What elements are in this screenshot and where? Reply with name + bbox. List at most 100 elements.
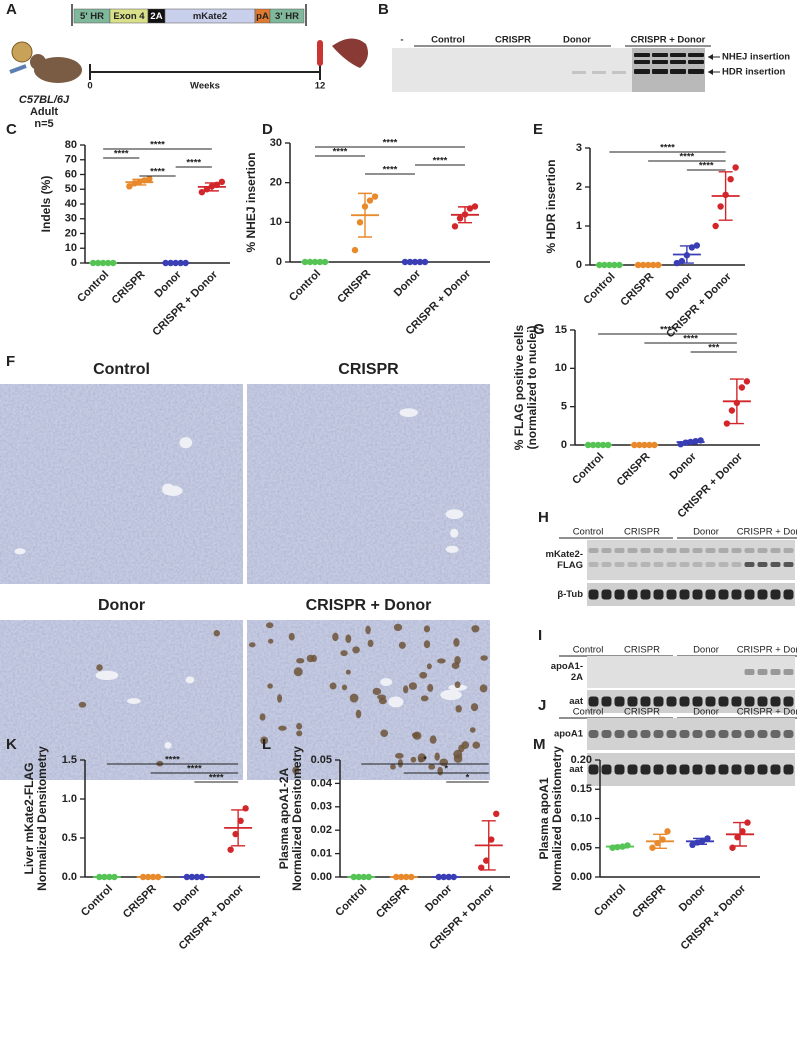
stained-cell bbox=[458, 744, 465, 753]
stained-cell bbox=[410, 756, 417, 763]
blot-band bbox=[653, 764, 664, 775]
panel-letter: K bbox=[6, 736, 17, 753]
blot-band bbox=[614, 696, 625, 707]
stained-cell bbox=[296, 658, 305, 664]
y-tick-label: 10 bbox=[555, 362, 567, 374]
data-point bbox=[177, 259, 184, 267]
data-point bbox=[704, 835, 711, 842]
panel-letter: D bbox=[262, 121, 273, 138]
data-point bbox=[360, 873, 367, 881]
data-point bbox=[616, 261, 623, 269]
significance-label: **** bbox=[699, 161, 714, 172]
data-point bbox=[712, 222, 719, 230]
x-tick-label: Donor bbox=[423, 882, 455, 914]
data-point bbox=[471, 203, 479, 210]
blot-band bbox=[627, 696, 638, 707]
blot-band bbox=[718, 696, 729, 707]
data-point bbox=[738, 384, 746, 391]
y-tick-label: 2 bbox=[576, 181, 582, 193]
mouse-head bbox=[30, 54, 46, 70]
data-point bbox=[649, 261, 657, 269]
panel-letter: I bbox=[538, 627, 542, 644]
significance-label: **** bbox=[683, 334, 698, 345]
band-label: NHEJ insertion bbox=[722, 52, 790, 63]
y-axis-label: Liver mKate2-FLAG bbox=[22, 762, 36, 874]
data-point bbox=[139, 873, 147, 881]
data-point bbox=[321, 258, 329, 266]
blot-row-label: β-Tub bbox=[557, 589, 583, 600]
blot-band bbox=[601, 730, 612, 738]
stained-cell bbox=[454, 681, 461, 689]
blot-band bbox=[627, 548, 638, 553]
data-point bbox=[677, 441, 684, 448]
x-tick-label: CRISPR + Donor bbox=[150, 268, 220, 338]
stained-cell bbox=[367, 639, 374, 648]
blot-band bbox=[588, 696, 599, 707]
blot-band bbox=[744, 696, 755, 707]
data-point bbox=[624, 842, 631, 849]
blot-strip bbox=[587, 690, 795, 713]
blot-band bbox=[588, 730, 599, 738]
gel-band bbox=[612, 71, 626, 74]
blot-band bbox=[718, 589, 729, 600]
band-label: HDR insertion bbox=[722, 67, 786, 78]
vessel bbox=[127, 698, 141, 705]
data-point bbox=[104, 259, 112, 267]
data-point bbox=[722, 191, 729, 198]
vessel bbox=[164, 741, 172, 749]
data-point bbox=[609, 844, 616, 851]
blot-band bbox=[783, 696, 794, 707]
blot-row-label: aat bbox=[569, 764, 584, 775]
image-title: CRISPR + Donor bbox=[306, 597, 432, 614]
blot-band bbox=[783, 764, 794, 775]
y-tick-label: 10 bbox=[65, 242, 77, 254]
blot-band bbox=[627, 589, 638, 600]
x-tick-label: Control bbox=[581, 271, 617, 307]
data-point bbox=[450, 873, 457, 881]
blot-band bbox=[601, 696, 612, 707]
lane-group-label: CRISPR + Donor bbox=[737, 707, 797, 718]
stained-cell bbox=[471, 625, 480, 633]
data-point bbox=[739, 828, 746, 835]
lane-group-label: CRISPR bbox=[624, 707, 660, 718]
stained-cell bbox=[259, 713, 266, 721]
lane-group-label: CRISPR bbox=[624, 645, 660, 656]
y-axis-label: Plasma apoA1-2A bbox=[277, 767, 291, 869]
timeline-label: Weeks bbox=[190, 81, 220, 92]
stained-cell bbox=[355, 709, 362, 719]
blot-band bbox=[679, 548, 690, 553]
data-point bbox=[744, 819, 751, 826]
gel-band bbox=[670, 60, 686, 64]
stained-cell bbox=[352, 646, 360, 654]
blot-band bbox=[770, 669, 781, 675]
blot-band bbox=[666, 548, 677, 553]
blot-band bbox=[588, 764, 599, 775]
blot-band bbox=[614, 589, 625, 600]
blot-band bbox=[601, 764, 612, 775]
blot-band bbox=[731, 730, 742, 738]
y-tick-label: 0.05 bbox=[571, 842, 592, 854]
blot-band bbox=[666, 696, 677, 707]
x-tick-label: CRISPR bbox=[630, 883, 668, 921]
data-point bbox=[393, 873, 400, 881]
data-point bbox=[456, 215, 464, 222]
vessel bbox=[380, 678, 393, 687]
y-axis-label: Plasma apoA1 bbox=[537, 777, 551, 859]
blot-row-label: apoA1 bbox=[554, 729, 584, 740]
stained-cell bbox=[453, 749, 463, 759]
data-point bbox=[162, 259, 169, 267]
vessel bbox=[95, 670, 119, 681]
blot-band bbox=[705, 548, 716, 553]
x-tick-label: Donor bbox=[152, 268, 184, 300]
y-tick-label: 0 bbox=[71, 257, 77, 269]
data-point bbox=[619, 843, 626, 850]
blot-band bbox=[588, 548, 599, 553]
stained-cell bbox=[372, 687, 382, 696]
gel-band bbox=[652, 60, 668, 64]
stained-cell bbox=[423, 625, 431, 633]
significance-label: **** bbox=[383, 138, 398, 149]
significance-label: **** bbox=[433, 156, 448, 167]
blot-band bbox=[770, 548, 781, 553]
data-point bbox=[654, 839, 661, 847]
